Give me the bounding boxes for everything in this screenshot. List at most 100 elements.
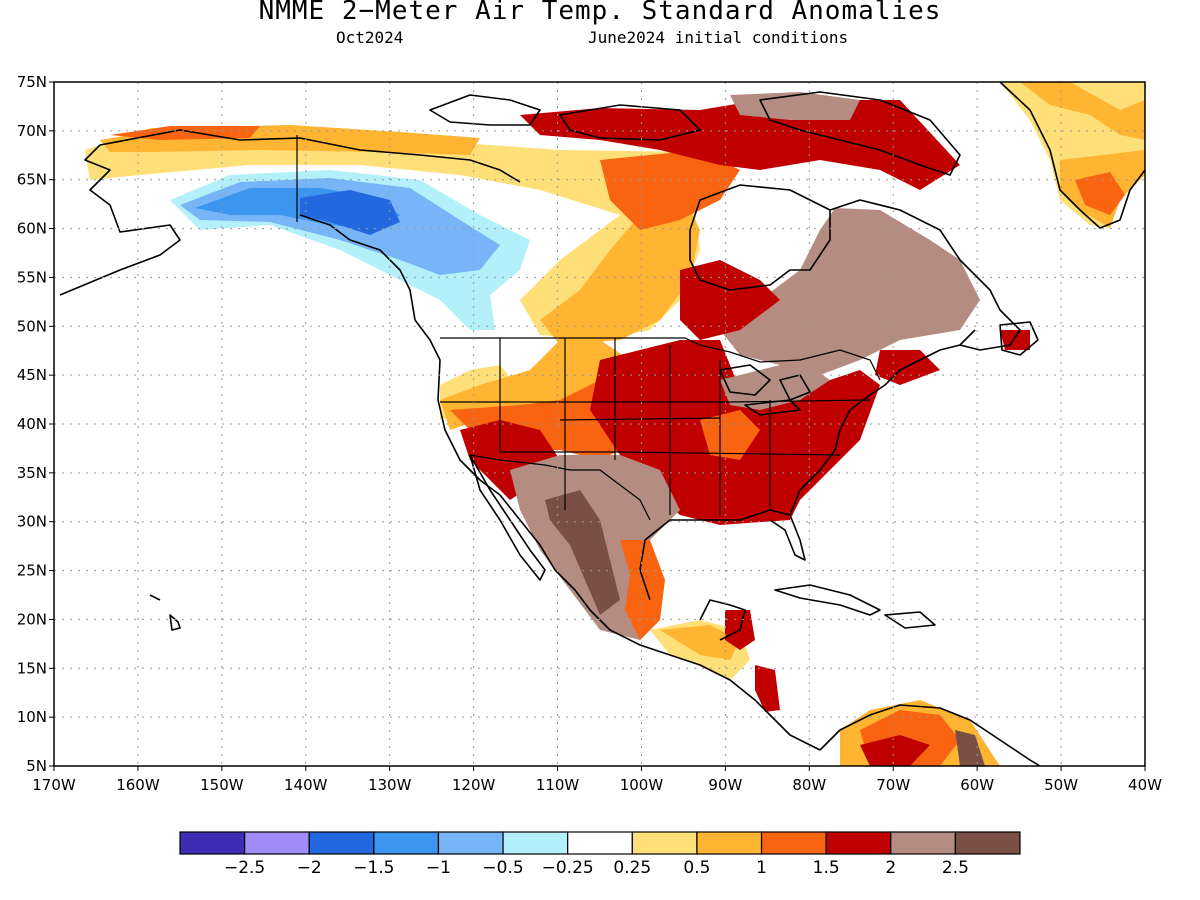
colorbar-label: 2 [885,858,896,878]
central-canada-orange [540,190,700,345]
map-title: NMME 2−Meter Air Temp. Standard Anomalie… [258,0,942,26]
target-month: Oct2024 [336,28,404,47]
longitude-tick-label: 90W [708,776,742,794]
greenland-orange [1020,82,1145,140]
ohio-valley-orange [700,410,760,460]
longitude-tick-label: 40W [1128,776,1162,794]
latitude-tick-label: 5N [26,757,47,775]
latitude-tick-label: 25N [17,562,47,580]
hudson-east-orange [600,150,740,230]
us-canada-border [440,337,881,381]
colorbar-label: 1 [756,858,767,878]
colorbar-swatch [567,831,633,855]
hispaniola [884,611,936,629]
alaska-coast [59,129,521,296]
newfoundland-red [1000,330,1030,350]
latitude-tick-label: 60N [17,220,47,238]
colorbar-swatch [954,831,1021,855]
longitude-tick-label: 50W [1044,776,1078,794]
gulf-coast-orange [620,540,665,640]
longitude-tick-label: 170W [32,776,76,794]
newfoundland [999,321,1039,356]
colorbar-swatch [244,831,310,855]
baffin-island [759,91,961,176]
latitude-tick-label: 65N [17,171,47,189]
colorbar-label: 2.5 [942,858,969,878]
colorbar-label: 0.5 [683,858,710,878]
political-boundaries [296,135,881,521]
colorbar-swatch [373,831,440,855]
quebec-red-band [680,260,780,340]
great-lakes-brown [720,360,830,410]
colorbar-swatch [696,831,763,855]
latitude-tick-label: 40N [17,415,47,433]
arctic-islands-west [429,94,541,126]
greenland-coast [999,82,1145,229]
us-state-grid-lat1 [440,399,871,403]
longitude-tick-label: 130W [368,776,412,794]
south-america-brown [955,730,985,766]
south-america-red [860,735,930,766]
coastlines [59,82,1145,766]
cuba [774,584,881,616]
colorbar-label: −2.5 [224,858,265,878]
longitude-tick-label: 80W [792,776,826,794]
yucatan-coast [699,599,746,641]
central-america-orange [660,625,740,660]
colorbar-swatch [825,831,892,855]
anomaly-field [85,82,1145,766]
colorbar-swatch [308,831,375,855]
colorbar-swatch [890,831,956,855]
south-america-coast [819,704,1041,766]
eastern-canada-brown [720,208,980,375]
colorbar-label: −2 [297,858,322,878]
latitude-tick-label: 30N [17,513,47,531]
latitude-tick-label: 55N [17,268,47,286]
arctic-archipelago-red [520,100,960,190]
latitude-tick-label: 75N [17,73,47,91]
initial-conditions: June2024 initial conditions [588,28,849,47]
latitude-tick-label: 15N [17,659,47,677]
latitude-tick-label: 70N [17,122,47,140]
longitude-axis: 170W 160W 150W 140W 130W 120W 110W 100W 90W 80W 70… [32,766,1162,794]
colorbar-swatch [631,831,698,855]
longitude-tick-label: 100W [620,776,664,794]
us-east-coast [789,329,976,516]
us-state-grid-lat3 [559,417,721,421]
graticule [54,82,1145,766]
isthmus-red [755,665,780,712]
greenland-red-orange [1075,172,1125,215]
colorbar-swatch [760,831,827,855]
longitude-tick-label: 110W [536,776,580,794]
latitude-axis: 75N 70N 65N 60N 55N 50N 45N 40N 35N 30N 25N 20N 15N 1… [17,73,54,775]
hudson-bay-coast [689,184,831,291]
labrador-coast [829,199,1021,351]
colorbar-swatch [502,831,569,855]
colorbar-label: −0.25 [542,858,594,878]
pacific-nw-coast [299,214,821,751]
latitude-tick-label: 35N [17,464,47,482]
colorbar-swatch [179,831,246,855]
mexico-dark-brown [545,490,620,615]
colorbar: −2.5 −2 −1.5 −1 −0.5 −0.25 0.25 0.5 1 1.5 2 2.5 [179,831,1021,878]
longitude-tick-label: 60W [960,776,994,794]
latitude-tick-label: 45N [17,366,47,384]
colorbar-label: −0.5 [482,858,523,878]
longitude-tick-label: 140W [284,776,328,794]
us-mexico-border [469,454,651,521]
longitude-tick-label: 160W [116,776,160,794]
cold-core-region [300,190,400,235]
baja-california [469,454,546,581]
latitude-tick-label: 10N [17,708,47,726]
colorbar-label: 1.5 [813,858,840,878]
colorbar-label: −1.5 [353,858,394,878]
colorbar-label: −1 [426,858,451,878]
colorbar-label: 0.25 [613,858,651,878]
longitude-tick-label: 120W [452,776,496,794]
latitude-tick-label: 50N [17,317,47,335]
longitude-tick-label: 150W [200,776,244,794]
latitude-tick-label: 20N [17,610,47,628]
colorbar-swatch [437,831,504,855]
longitude-tick-label: 70W [876,776,910,794]
